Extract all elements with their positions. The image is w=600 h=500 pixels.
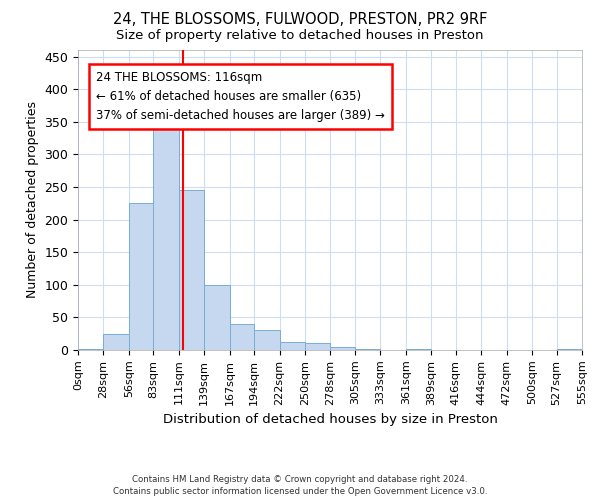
Bar <box>129 204 154 350</box>
Bar <box>254 330 280 350</box>
Bar <box>154 125 179 350</box>
Bar <box>280 342 305 350</box>
Bar <box>557 348 582 350</box>
Bar <box>406 348 431 350</box>
Bar <box>305 344 331 350</box>
Bar <box>230 324 254 350</box>
Text: 24, THE BLOSSOMS, FULWOOD, PRESTON, PR2 9RF: 24, THE BLOSSOMS, FULWOOD, PRESTON, PR2 … <box>113 12 487 26</box>
Bar <box>179 190 204 350</box>
Text: Contains HM Land Registry data © Crown copyright and database right 2024.
Contai: Contains HM Land Registry data © Crown c… <box>113 474 487 496</box>
Bar <box>103 334 129 350</box>
Text: Size of property relative to detached houses in Preston: Size of property relative to detached ho… <box>116 28 484 42</box>
X-axis label: Distribution of detached houses by size in Preston: Distribution of detached houses by size … <box>163 413 497 426</box>
Bar <box>331 346 355 350</box>
Bar <box>78 348 103 350</box>
Text: 24 THE BLOSSOMS: 116sqm
← 61% of detached houses are smaller (635)
37% of semi-d: 24 THE BLOSSOMS: 116sqm ← 61% of detache… <box>96 71 385 122</box>
Bar <box>204 285 230 350</box>
Y-axis label: Number of detached properties: Number of detached properties <box>26 102 39 298</box>
